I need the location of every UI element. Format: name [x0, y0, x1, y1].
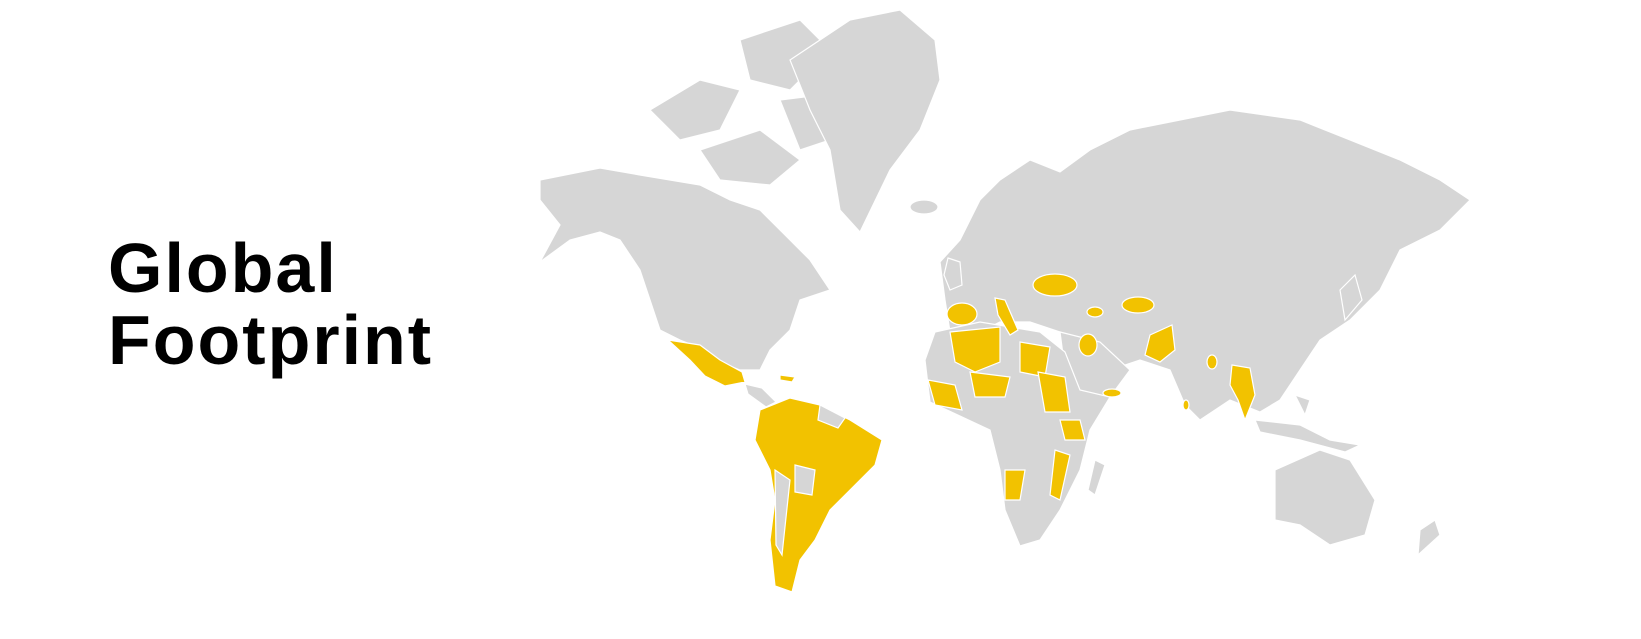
- highlight-east-africa: [1059, 419, 1086, 441]
- highlight-north-africa-west: [949, 326, 1001, 373]
- highlight-southwest-africa: [1004, 469, 1026, 501]
- highlight-italy: [994, 297, 1019, 336]
- highlight-arabia-south: [1102, 388, 1122, 398]
- highlight-west-africa: [927, 379, 963, 411]
- highlight-southeast-africa: [1049, 449, 1071, 501]
- highlight-central-asia: [1121, 296, 1155, 314]
- region-mexico: [666, 339, 746, 387]
- region-new-zealand: [1417, 519, 1441, 557]
- region-southeast-asia-islands: [1254, 393, 1363, 453]
- region-caribbean: [779, 374, 796, 383]
- region-madagascar: [1087, 459, 1106, 496]
- highlight-middle-east: [1078, 333, 1098, 357]
- highlight-eastern-europe: [1032, 273, 1078, 297]
- highlight-iberia: [946, 302, 978, 326]
- region-south-america: [754, 397, 883, 593]
- highlight-east-africa-north: [1037, 371, 1071, 413]
- region-australia: [1274, 449, 1376, 546]
- highlight-north-africa-east: [1019, 341, 1051, 378]
- region-arctic-islands: [649, 19, 831, 186]
- page-title: Global Footprint: [108, 232, 433, 376]
- highlight-bengal: [1206, 354, 1218, 370]
- region-south-america-other: [774, 404, 846, 557]
- region-north-america: [539, 167, 831, 371]
- highlight-south-asia: [1144, 324, 1176, 363]
- highlight-indochina: [1229, 364, 1256, 422]
- highlight-sri-lanka: [1182, 399, 1190, 411]
- title-line-1: Global: [108, 229, 338, 307]
- region-japan: [1339, 273, 1363, 322]
- region-iceland: [909, 199, 939, 215]
- region-greenland: [789, 9, 941, 234]
- region-uk: [943, 257, 963, 291]
- region-central-america: [744, 383, 778, 408]
- highlight-sahel: [969, 371, 1011, 398]
- highlight-caucasus: [1086, 306, 1104, 318]
- title-line-2: Footprint: [108, 301, 434, 379]
